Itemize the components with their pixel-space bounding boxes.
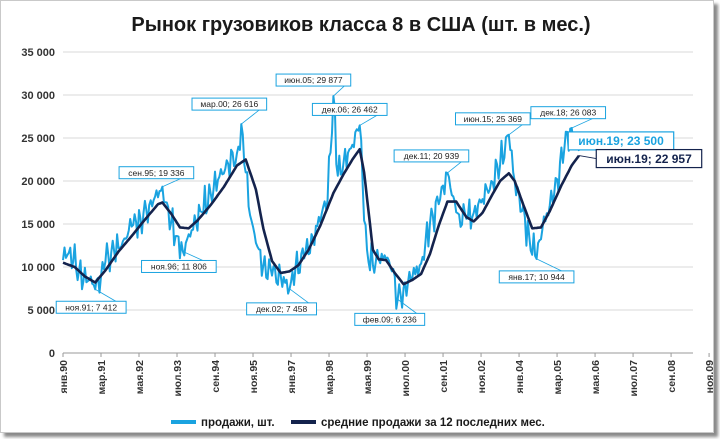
annotations: ноя.91; 7 412 сен.95; 19 336 ноя.96; 11 80… xyxy=(55,73,703,326)
annotation: янв.17; 10 944 xyxy=(498,258,575,284)
annotation: июн.15; 25 369 xyxy=(455,112,531,136)
y-tick-label: 0 xyxy=(49,348,55,360)
y-axis-ticks: 35 000 30 000 25 000 20 000 15 000 10 000 5 00… xyxy=(21,47,55,360)
annotation-label: июн.05; 29 877 xyxy=(284,75,343,85)
annotation-label: дек.11; 20 939 xyxy=(404,151,460,161)
y-tick-label: 35 000 xyxy=(21,47,55,59)
annotation: дек.18; 26 083 xyxy=(530,106,607,130)
x-tick-label: мар.05 xyxy=(552,360,564,395)
x-tick-label: ноя.09 xyxy=(704,360,713,394)
y-tick-label: 5 000 xyxy=(27,305,55,317)
gridlines xyxy=(63,51,693,354)
annotation-box xyxy=(498,270,575,284)
chart-frame: Рынок грузовиков класса 8 в США (шт. в м… xyxy=(0,0,714,433)
legend-label-avg: средние продажи за 12 последних мес. xyxy=(321,417,545,429)
chart-title: Рынок грузовиков класса 8 в США (шт. в м… xyxy=(131,14,590,36)
annotation: июн.19; 22 957 xyxy=(578,148,703,169)
annotation-label: дек.02; 7 458 xyxy=(256,304,307,314)
x-tick-label: мар.98 xyxy=(324,360,336,395)
annotation-label: янв.17; 10 944 xyxy=(508,272,565,282)
annotation: фев.09; 6 236 xyxy=(354,299,426,326)
x-tick-label: ноя.02 xyxy=(476,360,488,394)
annotation-box xyxy=(530,106,607,120)
annotation-box xyxy=(275,73,352,87)
annotation: сен.95; 19 336 xyxy=(118,166,195,188)
annotation: дек.11; 20 939 xyxy=(393,149,470,174)
x-tick-label: июл.07 xyxy=(628,360,640,397)
annotation-box xyxy=(191,97,268,111)
annotation-label: ноя.96; 11 806 xyxy=(151,262,207,272)
x-tick-label: ноя.95 xyxy=(248,360,260,394)
y-tick-label: 15 000 xyxy=(21,219,55,231)
annotation-box xyxy=(141,259,217,273)
annotation-label: фев.09; 6 236 xyxy=(363,314,417,324)
legend: продажи, шт. средние продажи за 12 после… xyxy=(171,417,545,429)
annotation: мар.00; 26 616 xyxy=(191,97,268,125)
truck-sales-chart: Рынок грузовиков класса 8 в США (шт. в м… xyxy=(21,14,713,429)
x-tick-label: мая.06 xyxy=(590,360,602,394)
x-tick-label: сен.01 xyxy=(438,360,450,393)
annotation: дек.06; 26 462 xyxy=(311,102,388,126)
x-tick-label: сен.94 xyxy=(210,360,222,393)
series-line-avg xyxy=(62,147,581,286)
x-tick-label: янв.04 xyxy=(514,360,526,394)
x-tick-label: мар.91 xyxy=(96,360,108,395)
annotation: ноя.96; 11 806 xyxy=(141,251,217,273)
annotation-label: ноя.91; 7 412 xyxy=(65,302,117,312)
x-axis-ticks: янв.90 мар.91 мая.92 июл.93 сен.94 ноя.95 янв.… xyxy=(58,353,713,396)
annotation-label: июн.19; 22 957 xyxy=(606,152,692,166)
annotation-label: июн.15; 25 369 xyxy=(464,114,523,124)
x-tick-label: июл.00 xyxy=(400,360,412,397)
annotation-label: мар.00; 26 616 xyxy=(200,99,258,109)
y-tick-label: 25 000 xyxy=(21,133,55,145)
legend-label-sales: продажи, шт. xyxy=(201,417,275,429)
annotation-box xyxy=(246,302,318,316)
annotation: дек.02; 7 458 xyxy=(246,288,318,316)
series-lines xyxy=(62,95,581,310)
x-tick-label: июл.93 xyxy=(172,360,184,397)
annotation-label: дек.18; 26 083 xyxy=(540,108,596,118)
annotation-box xyxy=(118,166,195,180)
x-tick-label: сен.08 xyxy=(666,360,678,393)
series-line-sales xyxy=(62,95,580,310)
annotation-label: сен.95; 19 336 xyxy=(128,168,184,178)
annotation-box xyxy=(393,149,470,163)
annotation-box xyxy=(595,148,703,169)
y-tick-label: 30 000 xyxy=(21,90,55,102)
x-tick-label: янв.90 xyxy=(58,360,70,394)
annotation: июн.19; 23 500 xyxy=(567,131,675,152)
x-tick-label: мая.92 xyxy=(134,360,146,394)
annotation-box xyxy=(455,112,531,126)
annotation: ноя.91; 7 412 xyxy=(55,288,127,314)
annotation: июн.05; 29 877 xyxy=(275,73,352,97)
annotation-label: дек.06; 26 462 xyxy=(322,104,378,114)
annotation-box xyxy=(311,102,388,116)
x-tick-label: мая.99 xyxy=(362,360,374,394)
annotation-leader xyxy=(578,155,597,159)
y-tick-label: 20 000 xyxy=(21,176,55,188)
y-tick-label: 10 000 xyxy=(21,262,55,274)
annotation-label: июн.19; 23 500 xyxy=(578,134,664,148)
annotation-box xyxy=(55,300,127,314)
x-tick-label: янв.97 xyxy=(286,360,298,394)
annotation-box xyxy=(354,312,426,326)
